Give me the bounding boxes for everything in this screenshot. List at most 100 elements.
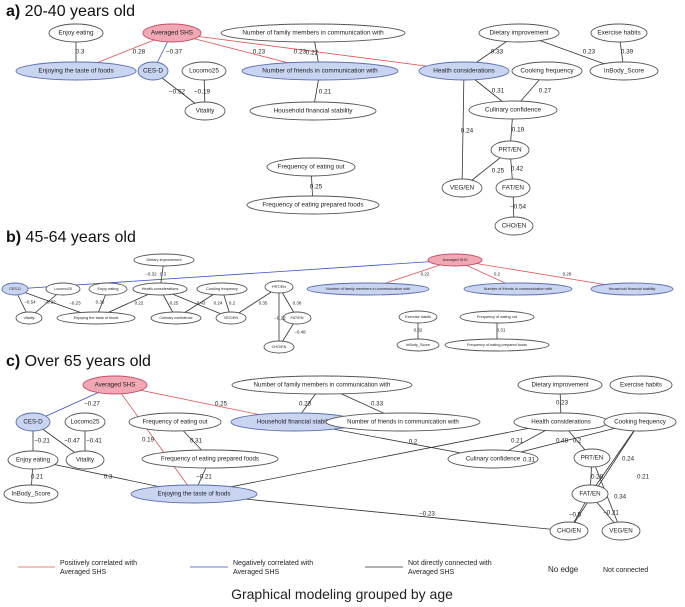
node-label: Frequency of eating out [477,315,518,319]
node-shs: Averaged SHS [82,375,148,395]
edge-weight-shs-cesd: −0.27 [84,401,100,408]
edge-weight-locomo-vitality: −0.41 [86,438,102,445]
node-nfriend: Number of friends in communication with [463,282,573,296]
node-shape [65,450,105,470]
node-label: CHO/EN [272,345,287,349]
node-exer: Exercise habits [590,23,648,43]
node-label: Frequency of eating prepared foods [467,343,527,347]
node-shape [549,521,589,541]
edge-shs-taste [114,384,195,495]
panel-title-text: Over 65 years old [25,353,151,370]
edge-weight-health-taste: 0.31 [523,457,536,464]
node-shape [3,484,59,504]
node-label: CES-D [9,287,21,291]
node-fat: FAT/EN [571,484,609,504]
node-shape [82,375,148,395]
node-label: Enjoying the taste of foods [158,491,231,498]
node-shape [517,375,603,395]
edge-weight-health-veg: 0.24 [214,301,223,306]
node-cho: CHO/EN [263,340,295,354]
node-shape [56,311,136,325]
edge-weight-shs-taste: 0.19 [142,437,155,444]
node-shape [249,101,377,121]
node-fat: FAT/EN [495,178,531,198]
edge-weight-shs-cesd: −0.37 [166,49,183,56]
panel-a: a) 20-40 years old Averaged SHS Enjoy eati… [6,3,659,236]
node-nfam: Number of family members in communicatio… [306,282,430,296]
node-label: Cooking frequency [614,419,667,426]
legend-none-text: Not directly connected with Averaged SHS [408,560,492,576]
edge-weight-health-culconf: 0.21 [511,438,524,445]
edge-weight-shs-hfin: 0.28 [563,272,572,277]
node-shape [494,216,534,236]
node-label: Household financial stability [609,287,656,291]
node-label: Vitality [196,108,216,115]
edge-weight-health-taste: 0.22 [135,301,144,306]
node-prep: Frequency of eating prepared foods [246,195,380,215]
node-locomo: Locomo25 [45,282,81,296]
node-label: CES-D [23,419,43,426]
edge-weight-health-prt: 0.2 [573,438,582,445]
node-taste: Enjoying the taste of foods [15,61,137,81]
panel-title-text: 45-64 years old [26,229,136,246]
node-label: Household financial stability [274,108,354,115]
node-label: InBody_Score [12,491,51,498]
node-enjoy: Enjoy eating [7,450,59,470]
node-label: FAT/EN [502,185,524,192]
node-shape [48,23,104,43]
node-shape [246,195,380,215]
edge-weight-shs-cesd: −0.32 [145,272,157,277]
node-shape [589,61,659,81]
node-label: InBody_Score [406,343,430,347]
node-shape [603,412,677,432]
node-hfin: Household financial stability [590,282,674,296]
legend-line: Averaged SHS [408,569,455,576]
edge-weight-enjoy-taste: 0.36 [96,300,105,305]
edge-weight-prt-veg: 0.25 [492,168,505,175]
node-prt: PRT/EN [264,280,294,294]
node-hfin: Household financial stability [249,101,377,121]
edge-weight-taste-cho: −0.23 [419,511,435,518]
node-exer: Exercise habits [398,310,438,324]
node-cho: CHO/EN [494,216,534,236]
edge-weight-eatout-prep: 0.31 [190,438,203,445]
node-shape [215,311,247,325]
edge-weight-nfam-nfriend: 0.22 [306,50,319,57]
panel-title: c) Over 65 years old [6,353,151,370]
node-shape [396,338,440,352]
node-shape [398,310,438,324]
node-nfam: Number of family members in communicatio… [220,23,406,43]
node-inbody: InBody_Score [589,61,659,81]
edge-weight-eatout-prep: 0.25 [310,184,323,191]
node-label: Averaged SHS [95,382,136,389]
node-label: Frequency of eating prepared foods [262,202,363,209]
edge-weight-nfam-hfin: 0.23 [299,401,312,408]
edge-weight-locomo-vitality: −0.32 [44,300,56,305]
node-label: Number of family members in communicatio… [254,382,391,389]
edge-taste-cho [193,493,570,532]
node-shape [444,338,550,352]
node-shape [266,157,356,177]
nodes: Dietary improvement Averaged SHS CES-D Loco… [1,253,674,354]
edge-shs-health [171,32,465,72]
node-shape [181,61,227,81]
node-prt: PRT/EN [490,140,530,160]
legend-no-edge: No edge [548,565,579,574]
edge-weight-nfam-nfriend: 0.33 [371,401,384,408]
node-health: Health considerations [418,61,510,81]
node-shape [590,282,674,296]
panel-title: a) 20-40 years old [6,3,135,20]
legend-line: Negatively correlated with [233,560,313,567]
node-prep: Frequency of eating prepared foods [444,338,550,352]
edge-weight-enjoy-taste: 0.3 [104,474,113,481]
node-shs: Averaged SHS [142,23,202,43]
node-label: Frequency of eating out [277,164,344,171]
edge-weight-cookf-culconf: 0.43 [197,301,206,306]
node-cesd: CES-D [1,282,29,296]
node-veg: VEG/EN [215,311,247,325]
node-exer: Exercise habits [609,375,673,395]
node-health: Health considerations [132,282,188,296]
node-prep: Frequency of eating prepared foods [141,449,279,469]
node-vitality: Vitality [65,450,105,470]
edge-weight-cesd-taste: −0.23 [69,301,81,306]
